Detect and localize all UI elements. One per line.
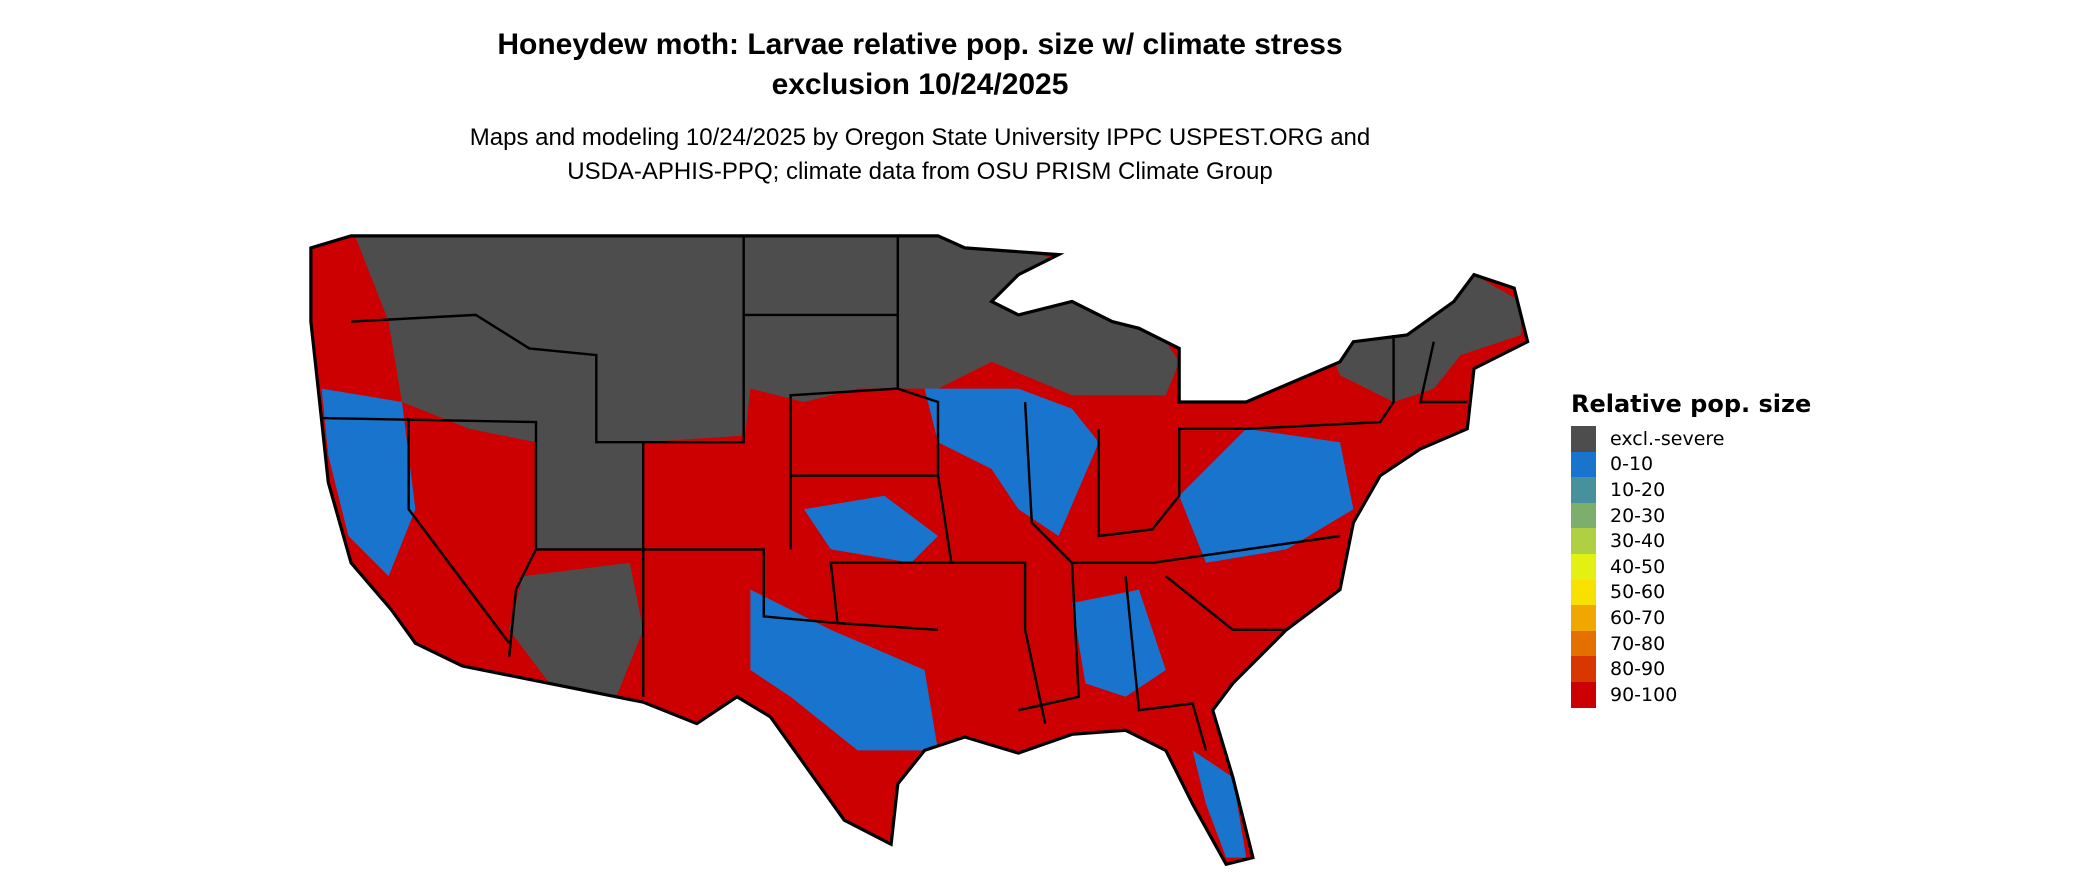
legend-swatch (1571, 656, 1596, 682)
legend-item: 30-40 (1571, 528, 1811, 554)
legend-label: excl.-severe (1610, 427, 1725, 450)
legend-swatch (1571, 605, 1596, 631)
legend-swatch (1571, 426, 1596, 452)
zone-0-10-west (321, 388, 416, 577)
legend-swatch (1571, 553, 1596, 580)
zone-excluded-southwest (509, 562, 644, 697)
legend: Relative pop. size excl.-severe 0-10 10-20… (1571, 390, 1811, 708)
legend-item: 90-100 (1571, 681, 1811, 708)
legend-label: 20-30 (1610, 504, 1666, 527)
zone-0-10-appalachia (1179, 428, 1354, 563)
zone-0-10-kansas (804, 495, 938, 563)
legend-item: excl.-severe (1571, 426, 1811, 452)
legend-swatch (1571, 528, 1596, 554)
legend-title: Relative pop. size (1571, 390, 1812, 418)
legend-item: 0-10 (1571, 451, 1811, 478)
legend-label: 60-70 (1610, 606, 1666, 629)
legend-label: 70-80 (1610, 632, 1666, 655)
map-subtitle-line2: USDA-APHIS-PPQ; climate data from OSU PR… (567, 158, 1273, 185)
legend-label: 10-20 (1610, 478, 1666, 501)
zone-excluded-greatlakes (938, 235, 1180, 396)
legend-label: 80-90 (1610, 658, 1666, 681)
map-title-line2: exclusion 10/24/2025 (771, 68, 1069, 101)
legend-item: 40-50 (1571, 553, 1811, 580)
legend-label: 90-100 (1610, 683, 1678, 706)
state-borders (321, 235, 1468, 751)
legend-swatch (1571, 681, 1596, 708)
legend-swatch (1571, 477, 1596, 503)
legend-items: excl.-severe 0-10 10-20 20-30 30-40 40-50 50-6… (1571, 426, 1811, 708)
legend-item: 60-70 (1571, 605, 1811, 631)
legend-item: 10-20 (1571, 477, 1811, 503)
map-title-line1: Honeydew moth: Larvae relative pop. size… (497, 28, 1343, 61)
zone-0-10-southeast (1072, 589, 1166, 697)
legend-item: 70-80 (1571, 630, 1811, 657)
legend-label: 30-40 (1610, 530, 1666, 553)
zone-excluded-northeast (1326, 274, 1521, 402)
map-fill (310, 235, 1528, 865)
map-subtitle-line1: Maps and modeling 10/24/2025 by Oregon S… (469, 124, 1371, 151)
legend-swatch (1571, 451, 1596, 478)
legend-swatch (1571, 630, 1596, 657)
legend-swatch (1571, 502, 1596, 529)
legend-label: 40-50 (1610, 555, 1666, 578)
legend-swatch (1571, 579, 1596, 606)
legend-item: 20-30 (1571, 502, 1811, 529)
legend-label: 50-60 (1610, 581, 1666, 604)
zone-0-10-texas (750, 589, 938, 751)
legend-item: 50-60 (1571, 579, 1811, 606)
legend-label: 0-10 (1610, 453, 1654, 476)
zone-0-10-midwest (924, 388, 1099, 536)
legend-item: 80-90 (1571, 656, 1811, 682)
